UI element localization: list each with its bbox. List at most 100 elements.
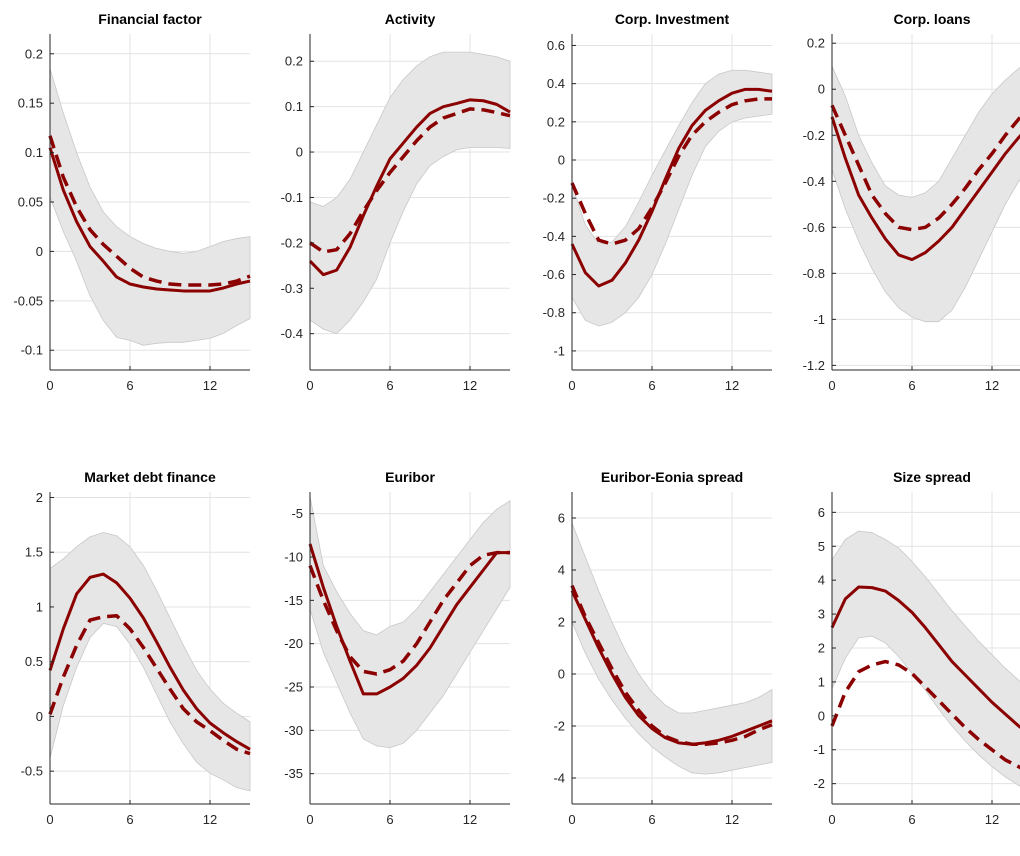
y-tick-label: -35 (284, 766, 303, 781)
x-tick-label: 6 (908, 378, 915, 393)
y-tick-label: -0.8 (803, 266, 825, 281)
x-tick-label: 6 (126, 378, 133, 393)
x-tick-label: 12 (725, 812, 739, 827)
y-tick-label: -0.1 (21, 343, 43, 358)
solid-response-line (830, 585, 1020, 729)
y-tick-label: -0.4 (543, 229, 565, 244)
x-tick-label: 12 (985, 378, 999, 393)
y-tick-label: -1.2 (803, 358, 825, 373)
panel-title: Euribor (385, 469, 435, 485)
y-tick-label: 0.1 (285, 99, 303, 114)
y-tick-label: -0.2 (281, 235, 303, 250)
panel-title: Market debt finance (84, 469, 216, 485)
y-tick-label: 0.2 (807, 36, 825, 51)
y-tick-label: 0.2 (285, 54, 303, 69)
solid-response-line (570, 87, 773, 288)
panel-title: Financial factor (98, 11, 202, 27)
y-tick-label: -1 (813, 742, 825, 757)
x-tick-label: 6 (648, 378, 655, 393)
y-tick-label: 5 (818, 539, 825, 554)
y-tick-label: 0.1 (25, 145, 43, 160)
y-tick-label: 0.15 (18, 96, 43, 111)
y-tick-label: 6 (818, 505, 825, 520)
x-tick-label: 6 (386, 378, 393, 393)
x-tick-label: 12 (725, 378, 739, 393)
panel-title: Activity (385, 11, 436, 27)
x-tick-label: 12 (203, 812, 217, 827)
solid-response-line (48, 147, 251, 293)
confidence-band (831, 66, 1020, 323)
y-tick-label: -4 (553, 771, 565, 786)
y-tick-label: -0.1 (281, 190, 303, 205)
y-tick-label: -0.8 (543, 305, 565, 320)
y-tick-label: 0.2 (547, 114, 565, 129)
y-tick-label: 0.2 (25, 46, 43, 61)
x-tick-label: 0 (46, 378, 53, 393)
panel-2: -0.4 -0.3 -0.2 -0.1 0 0.1 0.2 0 6 12 Activity (281, 11, 511, 393)
y-tick-label: -0.4 (281, 326, 303, 341)
panel-title: Corp. loans (893, 11, 970, 27)
y-tick-label: -0.5 (21, 764, 43, 779)
y-tick-label: 0 (558, 667, 565, 682)
y-tick-label: 0 (36, 244, 43, 259)
confidence-band (571, 523, 773, 775)
y-tick-label: 1.5 (25, 545, 43, 560)
panel-6: -35 -30 -25 -20 -15 -10 -5 0 6 12 Euribor (284, 469, 511, 827)
x-tick-label: 0 (306, 812, 313, 827)
panel-3: -1 -0.8 -0.6 -0.4 -0.2 0 0.2 0.4 0.6 0 6 12 Corp. In… (543, 11, 773, 393)
x-tick-label: 0 (46, 812, 53, 827)
y-tick-label: -30 (284, 723, 303, 738)
y-tick-label: -0.2 (803, 128, 825, 143)
y-tick-label: 6 (558, 511, 565, 526)
y-tick-label: 2 (36, 490, 43, 505)
y-tick-label: -0.05 (13, 293, 43, 308)
y-tick-label: -0.2 (543, 191, 565, 206)
panel-title: Euribor-Eonia spread (601, 469, 743, 485)
x-tick-label: 0 (306, 378, 313, 393)
confidence-band (831, 530, 1020, 787)
y-tick-label: 0.5 (25, 654, 43, 669)
y-tick-label: -1 (813, 312, 825, 327)
x-tick-label: 0 (568, 812, 575, 827)
y-tick-label: -25 (284, 680, 303, 695)
y-tick-label: 1 (818, 674, 825, 689)
panel-5: -0.5 0 0.5 1 1.5 2 0 6 12 Market debt finance (21, 469, 251, 827)
dashed-response-line (308, 550, 510, 676)
x-tick-label: 12 (463, 812, 477, 827)
confidence-band (309, 51, 511, 335)
y-tick-label: 4 (818, 573, 825, 588)
y-tick-label: -2 (553, 719, 565, 734)
x-tick-label: 0 (828, 378, 835, 393)
y-tick-label: 2 (818, 641, 825, 656)
panel-title: Corp. Investment (615, 11, 730, 27)
y-tick-label: -20 (284, 636, 303, 651)
dashed-response-line (48, 613, 251, 756)
x-tick-label: 6 (126, 812, 133, 827)
y-tick-label: 0.6 (547, 38, 565, 53)
y-tick-label: -0.6 (803, 220, 825, 235)
y-tick-label: 4 (558, 563, 565, 578)
dashed-response-line (570, 97, 772, 246)
y-tick-label: -0.4 (803, 174, 825, 189)
y-tick-label: -0.3 (281, 281, 303, 296)
y-tick-label: -0.6 (543, 267, 565, 282)
y-tick-label: 0 (36, 709, 43, 724)
y-tick-label: 1 (36, 599, 43, 614)
confidence-band (49, 68, 251, 346)
x-tick-label: 12 (463, 378, 477, 393)
y-tick-label: 0 (296, 145, 303, 160)
y-tick-label: 2 (558, 615, 565, 630)
panel-1: -0.1 -0.05 0 0.05 0.1 0.15 0.2 0 6 12 Financial fa… (13, 11, 251, 393)
x-tick-label: 6 (908, 812, 915, 827)
confidence-band (49, 532, 251, 792)
y-tick-label: 0.4 (547, 76, 565, 91)
x-tick-label: 6 (648, 812, 655, 827)
solid-response-line (830, 116, 1020, 262)
dashed-response-line (830, 104, 1020, 232)
x-tick-label: 0 (568, 378, 575, 393)
dashed-response-line (830, 659, 1020, 770)
dashed-response-line (570, 584, 773, 746)
y-tick-label: 0 (558, 153, 565, 168)
